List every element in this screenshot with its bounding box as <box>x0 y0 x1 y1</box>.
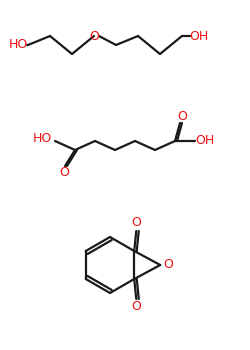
Text: O: O <box>177 110 187 122</box>
Text: O: O <box>59 167 69 180</box>
Text: HO: HO <box>32 132 52 145</box>
Text: O: O <box>163 259 173 272</box>
Text: OH: OH <box>190 29 208 42</box>
Text: HO: HO <box>8 38 28 51</box>
Text: OH: OH <box>196 134 214 147</box>
Text: O: O <box>131 301 141 314</box>
Text: O: O <box>89 29 99 42</box>
Text: O: O <box>131 217 141 230</box>
